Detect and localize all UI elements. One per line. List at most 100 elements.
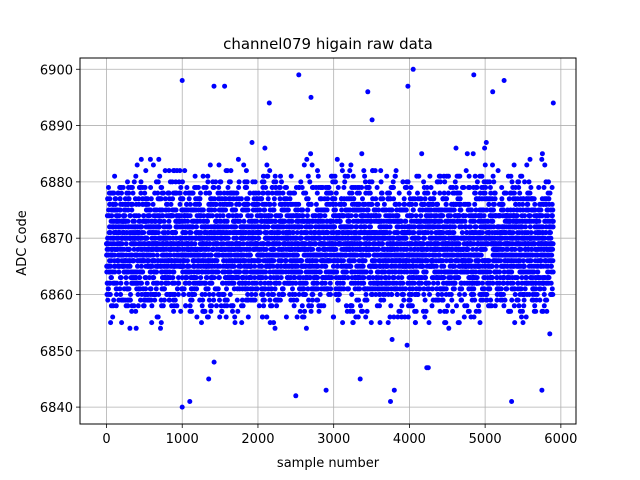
data-point [144,235,150,241]
data-point [437,252,443,258]
data-point [413,213,419,219]
data-point [127,325,133,331]
data-point [465,246,471,252]
data-point [326,185,332,190]
data-point [271,292,276,297]
data-point [224,303,230,309]
data-point [440,213,446,219]
data-point [260,292,266,297]
data-point [272,218,278,224]
data-point [334,269,340,275]
data-point [148,196,154,202]
data-point [119,320,125,326]
data-point [381,201,387,207]
data-point [322,213,328,219]
data-point [200,297,206,303]
data-point [205,286,211,292]
data-point [305,207,311,213]
data-point [389,337,395,342]
data-point [444,196,450,202]
data-point [480,280,485,286]
data-point [269,303,275,309]
data-point [261,303,267,309]
data-point [459,224,465,230]
data-point [266,241,272,247]
data-point [125,207,131,213]
data-point [253,292,259,297]
data-point [452,263,458,269]
data-point [470,151,476,157]
data-point [445,190,451,196]
data-point [364,297,370,303]
data-point [381,297,387,303]
data-point [138,179,144,185]
data-point [339,162,345,168]
data-point [424,258,430,264]
data-point [171,308,177,314]
data-point [415,190,420,196]
data-point [368,224,373,230]
data-point [303,280,309,286]
data-point [418,213,424,219]
data-point [257,230,263,236]
data-point [466,308,472,314]
data-point [476,303,481,309]
data-point [473,269,479,275]
data-point [442,179,448,185]
data-point [217,314,223,320]
data-point [225,235,231,241]
data-point [426,286,432,292]
data-point [284,185,289,190]
data-point [349,224,355,230]
data-point [294,314,300,320]
data-point [162,196,168,202]
data-point [421,179,427,185]
data-point [151,275,157,281]
data-point [107,196,113,202]
data-point [309,303,314,309]
data-point [357,286,363,292]
data-point [341,258,346,264]
data-point [409,213,415,219]
data-point [372,168,378,174]
data-point [211,275,217,281]
data-point [375,201,381,207]
data-point [457,292,462,297]
data-point [423,308,429,314]
data-point [333,201,339,207]
data-point [443,286,449,292]
data-point [188,230,194,236]
data-point [205,218,210,224]
data-point [127,263,133,269]
data-point [122,213,128,219]
data-point [260,190,266,196]
data-point [342,201,348,207]
data-point [225,185,231,190]
data-point [456,241,462,247]
data-point [341,185,347,190]
data-point [271,207,277,213]
data-point [382,269,388,275]
data-point [437,173,443,179]
data-point [341,286,347,292]
data-point [178,185,184,190]
data-point [378,179,384,185]
data-point [200,173,206,179]
data-point [431,190,437,196]
data-point [127,213,133,219]
data-point [235,308,241,314]
data-point [236,201,242,207]
data-point [317,292,323,297]
data-point [238,263,244,269]
data-point [408,185,414,190]
data-point [299,224,304,230]
data-point [170,275,176,281]
data-point [233,207,239,213]
data-point [235,156,241,162]
data-point [378,168,384,174]
data-point [202,292,208,297]
data-point [254,241,260,247]
data-point [228,168,234,174]
data-point [141,230,147,236]
data-point [192,173,198,179]
